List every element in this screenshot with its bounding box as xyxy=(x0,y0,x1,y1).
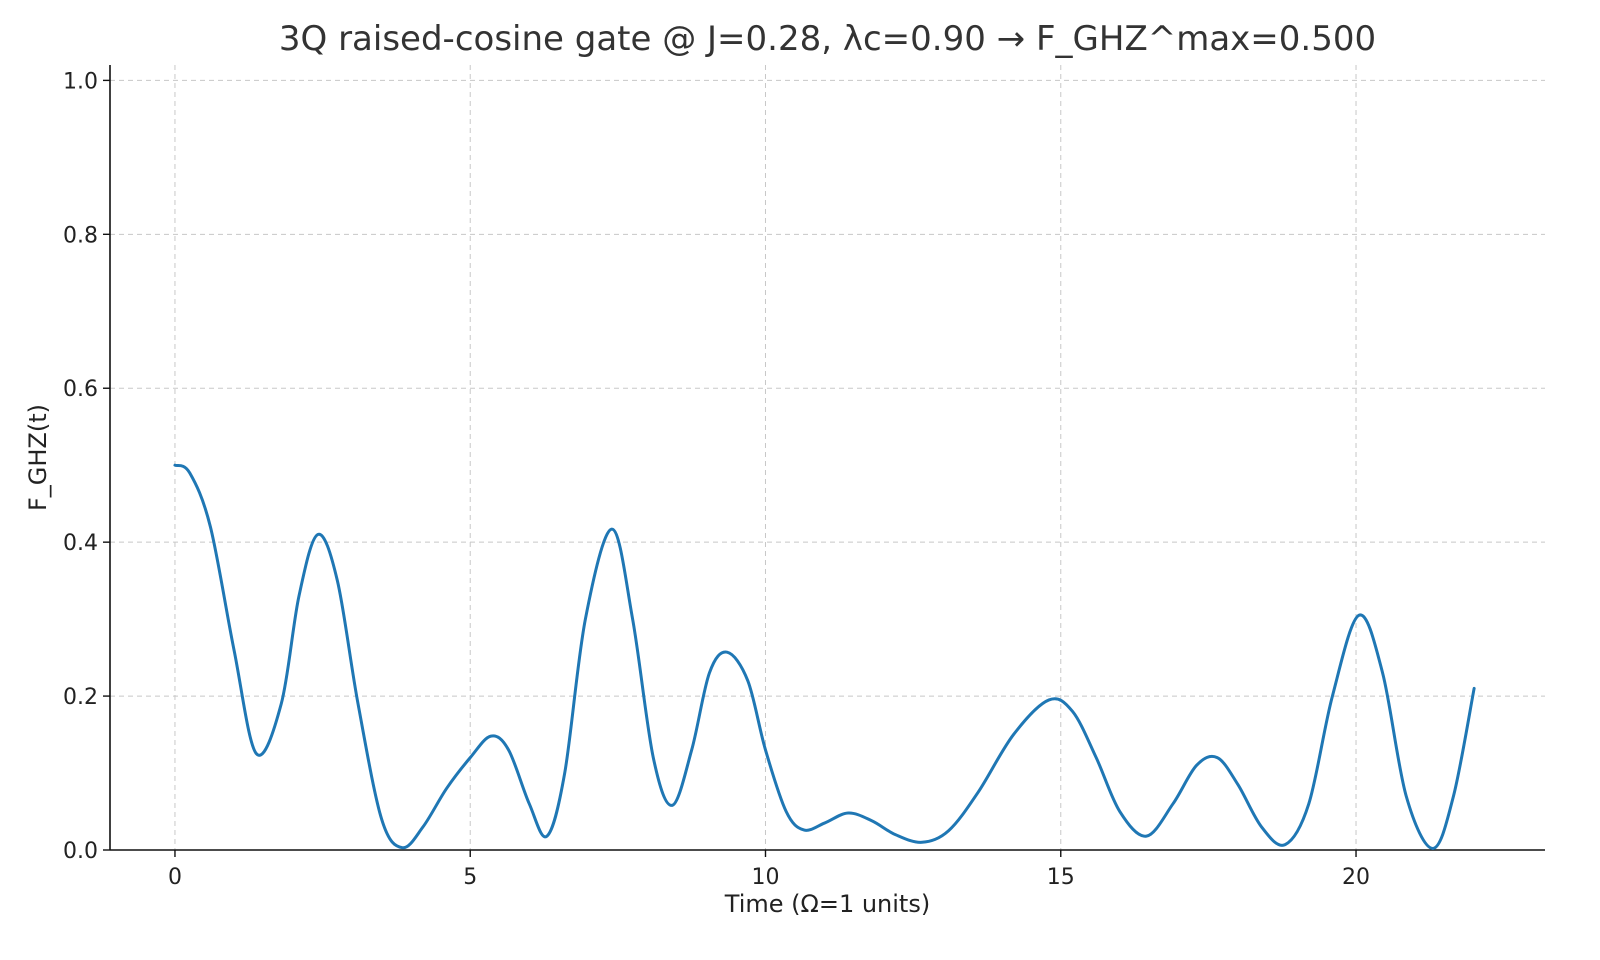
y-tick-label: 0.6 xyxy=(63,377,98,402)
grid xyxy=(110,65,1545,851)
x-axis-title: Time (Ω=1 units) xyxy=(724,890,930,918)
y-tick-label: 0.4 xyxy=(63,531,98,556)
axes-spines xyxy=(109,65,1545,851)
x-tick-label: 5 xyxy=(463,865,477,890)
chart-title: 3Q raised-cosine gate @ J=0.28, λc=0.90 … xyxy=(279,19,1376,59)
y-axis-title: F_GHZ(t) xyxy=(24,404,52,511)
x-axis-ticks: 0 5 10 15 20 xyxy=(168,850,1370,890)
y-tick-label: 0.8 xyxy=(63,223,98,248)
y-tick-label: 1.0 xyxy=(63,69,98,94)
x-tick-label: 15 xyxy=(1047,865,1075,890)
x-tick-label: 20 xyxy=(1342,865,1370,890)
series-line xyxy=(173,463,1476,850)
y-tick-label: 0.2 xyxy=(63,685,98,710)
x-tick-label: 0 xyxy=(168,865,182,890)
y-axis-ticks: 0.0 0.2 0.4 0.6 0.8 1.0 xyxy=(63,69,110,864)
series-layer xyxy=(173,463,1476,850)
x-tick-label: 10 xyxy=(751,865,779,890)
y-tick-label: 0.0 xyxy=(63,839,98,864)
